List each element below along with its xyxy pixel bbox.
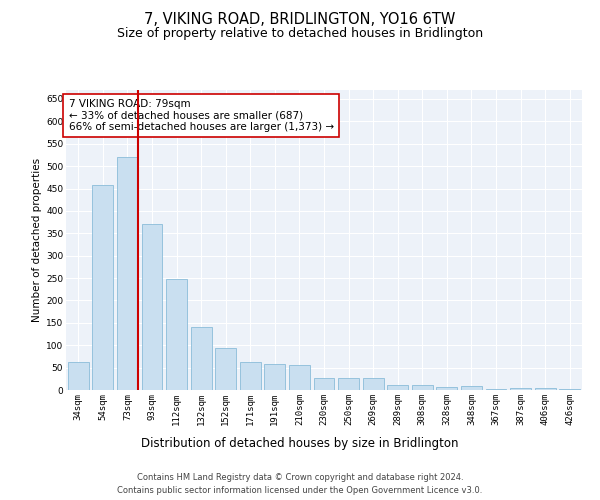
Bar	[436, 388, 457, 390]
Bar	[314, 378, 334, 390]
Bar	[68, 362, 89, 390]
Bar	[412, 385, 433, 390]
Bar	[362, 378, 383, 390]
Bar	[265, 364, 286, 390]
Bar	[240, 362, 261, 390]
Text: 7, VIKING ROAD, BRIDLINGTON, YO16 6TW: 7, VIKING ROAD, BRIDLINGTON, YO16 6TW	[145, 12, 455, 28]
Bar	[166, 279, 187, 390]
Bar	[142, 224, 163, 390]
Bar	[510, 388, 531, 390]
Bar	[535, 388, 556, 390]
Bar	[559, 388, 580, 390]
Bar	[485, 388, 506, 390]
Bar	[215, 348, 236, 390]
Bar	[92, 186, 113, 390]
Bar	[117, 157, 138, 390]
Bar	[338, 378, 359, 390]
Text: Size of property relative to detached houses in Bridlington: Size of property relative to detached ho…	[117, 28, 483, 40]
Bar	[387, 385, 408, 390]
Bar	[191, 328, 212, 390]
Text: 7 VIKING ROAD: 79sqm
← 33% of detached houses are smaller (687)
66% of semi-deta: 7 VIKING ROAD: 79sqm ← 33% of detached h…	[68, 99, 334, 132]
Bar	[461, 386, 482, 390]
Text: Distribution of detached houses by size in Bridlington: Distribution of detached houses by size …	[141, 438, 459, 450]
Y-axis label: Number of detached properties: Number of detached properties	[32, 158, 42, 322]
Text: Contains HM Land Registry data © Crown copyright and database right 2024.
Contai: Contains HM Land Registry data © Crown c…	[118, 474, 482, 495]
Bar	[289, 366, 310, 390]
